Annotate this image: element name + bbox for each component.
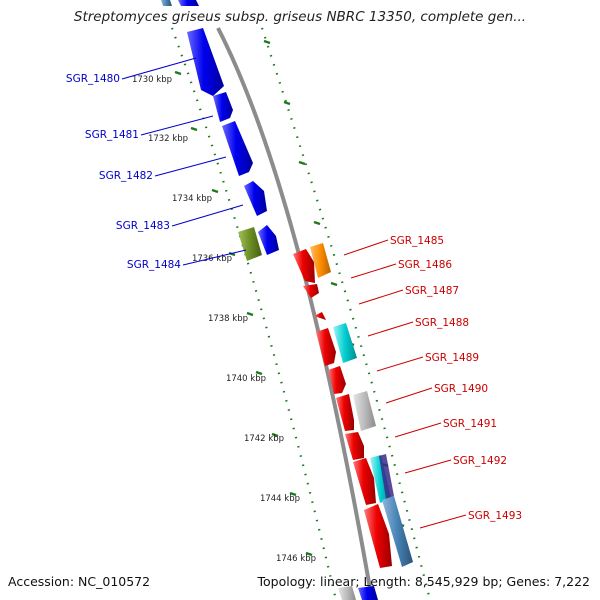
gene-label[interactable]: SGR_1487 — [405, 285, 459, 297]
scale-label: 1734 kbp — [172, 194, 212, 204]
gene-label[interactable]: SGR_1489 — [425, 352, 479, 364]
scale-label: 1744 kbp — [260, 494, 300, 504]
scale-label: 1730 kbp — [132, 75, 172, 85]
genome-summary: Topology: linear; Length: 8,545,929 bp; … — [258, 574, 590, 589]
scale-label: 1740 kbp — [226, 374, 266, 384]
tick-rail-left — [170, 27, 338, 600]
length-value: 8,545,929 bp — [414, 574, 499, 589]
map-title: Streptomyces griseus subsp. griseus NBRC… — [73, 9, 527, 25]
gene-sgr-1490 — [336, 394, 354, 431]
length-label: ; Length: — [355, 574, 415, 589]
gene-arrow-fragment — [161, 0, 172, 6]
gene-label[interactable]: SGR_1484 — [127, 259, 181, 271]
gene-steel — [382, 496, 413, 567]
gene-sgr-1487 — [314, 312, 326, 320]
scale-label: 1736 kbp — [192, 254, 232, 264]
gene-label[interactable]: SGR_1492 — [453, 455, 507, 467]
gene-label[interactable]: SGR_1485 — [390, 235, 444, 247]
forward-gene-labels: SGR_1480 SGR_1481 SGR_1482 SGR_1483 SGR_… — [66, 73, 181, 271]
gene-label[interactable]: SGR_1493 — [468, 510, 522, 522]
topology-value: linear — [320, 574, 356, 589]
genome-backbone — [216, 27, 374, 600]
gene-cyan — [333, 323, 357, 363]
gene-purple — [379, 454, 394, 499]
accession-label: Accession: — [8, 574, 79, 589]
genes-value: 7,222 — [554, 574, 590, 589]
gene-label[interactable]: SGR_1488 — [415, 317, 469, 329]
gene-sgr-1480 — [187, 28, 224, 96]
gene-orange — [310, 243, 331, 278]
gene-label[interactable]: SGR_1490 — [434, 383, 488, 395]
gene-sgr-1492 — [353, 458, 376, 505]
gene-sgr-1489 — [328, 366, 346, 394]
gene-sgr-1486 — [303, 284, 319, 298]
forward-callout-lines — [121, 57, 247, 266]
tick-rail-right — [260, 27, 432, 600]
gene-label[interactable]: SGR_1480 — [66, 73, 120, 85]
gene-label[interactable]: SGR_1482 — [99, 170, 153, 182]
gene-sgr-1491 — [345, 432, 364, 460]
reverse-callout-lines — [343, 239, 467, 529]
genes-label: ; Genes: — [498, 574, 555, 589]
scale-labels: 1730 kbp 1732 kbp 1734 kbp 1736 kbp 1738… — [132, 75, 316, 564]
reverse-gene-labels: SGR_1485 SGR_1486 SGR_1487 SGR_1488 SGR_… — [390, 235, 522, 522]
gene-label[interactable]: SGR_1486 — [398, 259, 452, 271]
gene-label[interactable]: SGR_1481 — [85, 129, 139, 141]
gene-arrow-fragment — [178, 0, 199, 6]
gene-sgr-1482 — [222, 121, 253, 176]
gene-sgr-1485 — [293, 249, 315, 283]
gene-sgr-1481 — [213, 92, 233, 122]
gene-arrow-fragment — [338, 586, 356, 600]
scale-label: 1738 kbp — [208, 314, 248, 324]
gene-sgr-1493 — [364, 504, 392, 568]
reverse-genes — [293, 243, 413, 600]
forward-genes — [161, 0, 279, 261]
accession-value: NC_010572 — [78, 574, 151, 589]
accession: Accession: NC_010572 — [8, 574, 150, 589]
gene-arrow-fragment — [358, 586, 378, 600]
gene-gray — [353, 391, 376, 431]
gene-sgr-1484 — [258, 225, 279, 255]
scale-label: 1742 kbp — [244, 434, 284, 444]
gene-label[interactable]: SGR_1491 — [443, 418, 497, 430]
scale-label: 1732 kbp — [148, 134, 188, 144]
gene-label[interactable]: SGR_1483 — [116, 220, 170, 232]
scale-label: 1746 kbp — [276, 554, 316, 564]
gene-sgr-1483 — [244, 181, 267, 216]
gene-olive — [238, 227, 262, 261]
topology-label: Topology: — [257, 574, 320, 589]
gene-sgr-1488 — [316, 328, 336, 366]
